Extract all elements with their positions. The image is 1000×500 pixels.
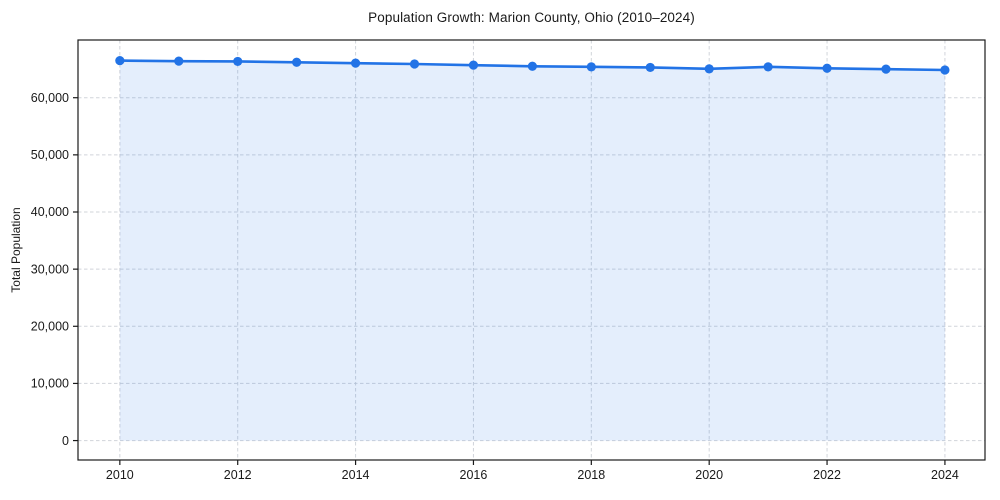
x-tick-label: 2018 xyxy=(577,468,605,482)
data-point xyxy=(115,55,125,66)
data-point xyxy=(468,60,479,70)
data-point xyxy=(174,56,184,66)
data-point xyxy=(704,64,714,74)
data-point xyxy=(292,57,302,67)
chart-title: Population Growth: Marion County, Ohio (… xyxy=(368,10,695,25)
x-tick-label: 2014 xyxy=(342,468,370,482)
y-tick-label: 0 xyxy=(62,434,69,448)
x-tick-label: 2020 xyxy=(695,468,723,482)
y-tick-label: 40,000 xyxy=(31,205,69,219)
y-tick-label: 10,000 xyxy=(31,377,69,391)
data-point xyxy=(586,62,596,72)
y-tick-label: 20,000 xyxy=(31,319,69,333)
plot-background xyxy=(78,40,985,460)
data-point xyxy=(350,58,361,68)
x-tick-label: 2024 xyxy=(931,468,959,482)
data-point xyxy=(822,63,832,73)
x-tick-label: 2016 xyxy=(460,468,488,482)
data-point xyxy=(940,65,950,75)
y-tick-label: 30,000 xyxy=(31,262,69,276)
x-tick-label: 2010 xyxy=(106,468,134,482)
x-tick-label: 2012 xyxy=(224,468,252,482)
data-point xyxy=(233,56,243,67)
data-point xyxy=(881,64,891,74)
x-tick-label: 2022 xyxy=(813,468,841,482)
plot-border xyxy=(77,39,986,461)
data-point xyxy=(527,61,537,71)
area-fill xyxy=(119,60,945,441)
data-point xyxy=(645,62,655,73)
data-point xyxy=(763,62,773,72)
y-tick-label: 50,000 xyxy=(31,148,69,162)
y-tick-label: 60,000 xyxy=(31,91,69,105)
data-point xyxy=(409,59,420,69)
